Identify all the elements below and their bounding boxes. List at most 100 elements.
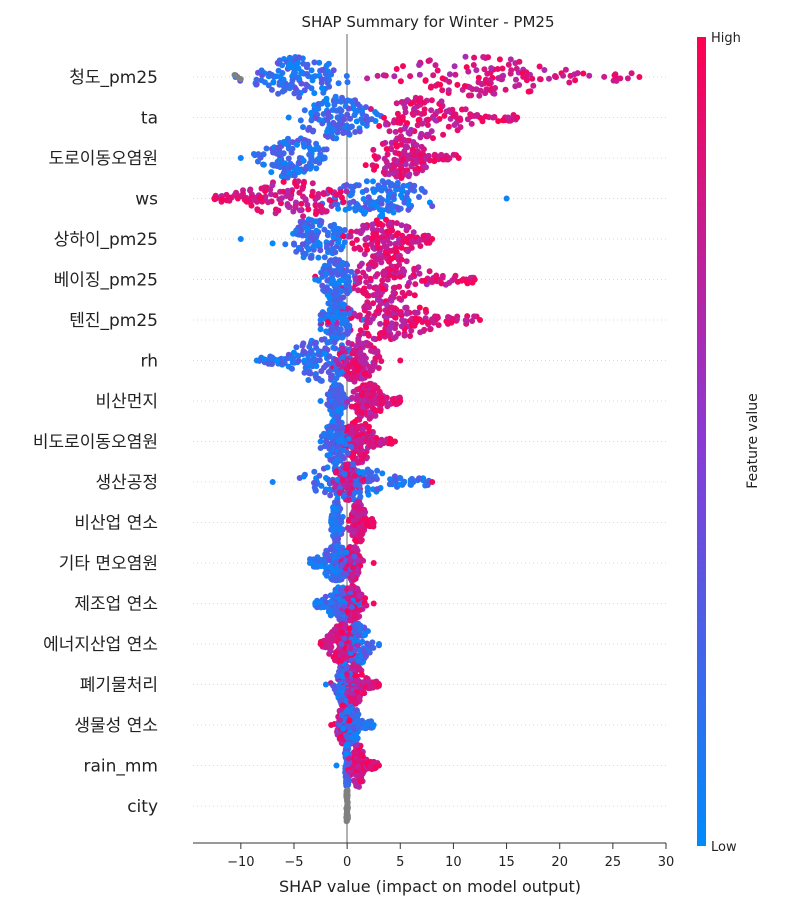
data-point: [312, 340, 318, 346]
data-point: [395, 331, 401, 337]
data-point: [421, 278, 427, 284]
data-point: [331, 527, 337, 533]
data-point: [267, 187, 273, 193]
data-point: [359, 531, 365, 537]
data-point: [330, 345, 336, 351]
data-point: [437, 82, 443, 88]
data-point: [395, 180, 401, 186]
data-point: [318, 153, 324, 159]
data-point: [261, 162, 267, 168]
data-point: [319, 101, 325, 107]
data-point: [289, 356, 295, 362]
data-point: [312, 73, 318, 79]
data-point: [380, 270, 386, 276]
data-point: [302, 107, 308, 113]
data-point: [349, 269, 355, 275]
data-point: [497, 56, 503, 62]
data-point: [412, 105, 418, 111]
data-point: [343, 463, 349, 469]
data-point: [488, 65, 494, 71]
data-point: [360, 469, 366, 475]
data-point: [506, 62, 512, 68]
data-point: [371, 201, 377, 207]
data-point: [264, 146, 270, 152]
data-point: [387, 324, 393, 330]
data-point: [324, 117, 330, 123]
data-point: [446, 280, 452, 286]
data-point: [368, 414, 374, 420]
data-point: [429, 236, 435, 242]
data-point: [340, 391, 346, 397]
data-point: [344, 796, 350, 802]
data-point: [318, 439, 324, 445]
data-point: [371, 406, 377, 412]
data-point: [614, 78, 620, 84]
data-point: [364, 75, 370, 81]
data-point: [445, 314, 451, 320]
data-point: [293, 249, 299, 255]
data-point: [385, 162, 391, 168]
data-point: [400, 156, 406, 162]
data-point: [339, 288, 345, 294]
data-point: [374, 186, 380, 192]
data-point: [308, 255, 314, 261]
data-point: [636, 74, 642, 80]
data-point: [415, 239, 421, 245]
data-point: [378, 358, 384, 364]
data-point: [347, 625, 353, 631]
data-point: [291, 90, 297, 96]
data-point: [339, 736, 345, 742]
data-point: [347, 124, 353, 130]
data-point: [358, 327, 364, 333]
feature-points: [238, 216, 435, 262]
data-point: [287, 61, 293, 67]
data-point: [394, 100, 400, 106]
data-point: [327, 187, 333, 193]
data-point: [344, 73, 350, 79]
data-point: [432, 152, 438, 158]
data-point: [340, 477, 346, 483]
data-point: [386, 401, 392, 407]
data-point: [429, 203, 435, 209]
data-point: [364, 318, 370, 324]
data-point: [345, 596, 351, 602]
data-point: [294, 142, 300, 148]
data-point: [338, 108, 344, 114]
data-point: [357, 607, 363, 613]
data-point: [352, 360, 358, 366]
data-point: [343, 207, 349, 213]
data-point: [601, 74, 607, 80]
data-point: [463, 317, 469, 323]
data-point: [340, 684, 346, 690]
data-point: [332, 686, 338, 692]
data-point: [337, 623, 343, 629]
data-point: [296, 358, 302, 364]
data-point: [313, 211, 319, 217]
data-point: [330, 505, 336, 511]
data-point: [318, 378, 324, 384]
data-point: [345, 276, 351, 282]
data-point: [318, 326, 324, 332]
data-point: [366, 492, 372, 498]
data-point: [399, 323, 405, 329]
data-point: [344, 742, 350, 748]
data-point: [417, 305, 423, 311]
data-point: [407, 73, 413, 79]
data-point: [394, 66, 400, 72]
data-point: [311, 59, 317, 65]
data-point: [349, 690, 355, 696]
data-point: [513, 77, 519, 83]
data-point: [336, 80, 342, 86]
data-point: [328, 520, 334, 526]
data-point: [349, 454, 355, 460]
data-point: [419, 187, 425, 193]
data-point: [300, 241, 306, 247]
data-point: [331, 127, 337, 133]
data-point: [391, 157, 397, 163]
data-point: [327, 546, 333, 552]
data-point: [318, 641, 324, 647]
data-point: [364, 293, 370, 299]
data-point: [345, 812, 351, 818]
data-point: [337, 490, 343, 496]
data-point: [286, 204, 292, 210]
